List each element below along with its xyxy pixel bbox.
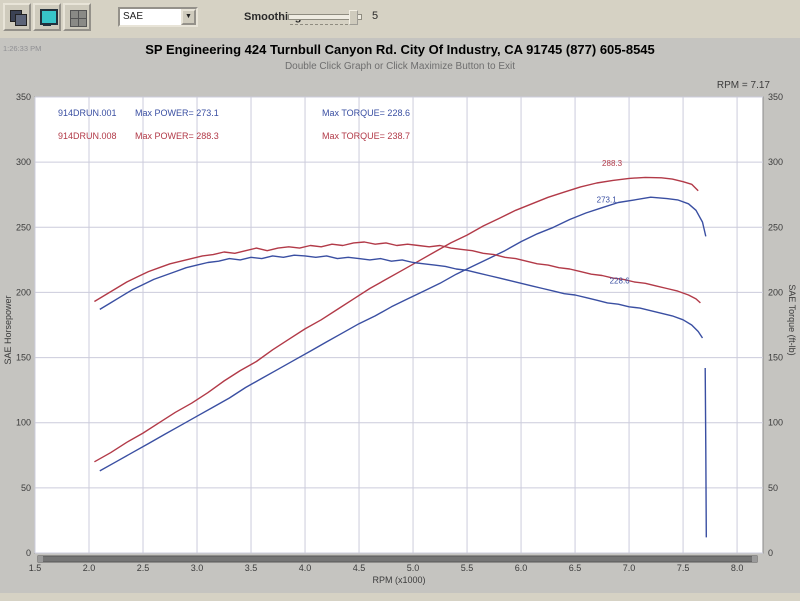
y-tick-label-right: 150 [768,353,783,363]
y-tick-label-left: 150 [16,353,31,363]
chevron-down-icon[interactable]: ▼ [181,9,196,25]
y-tick-label-right: 0 [768,548,773,558]
correction-factor-select[interactable]: SAE ▼ [118,7,198,27]
y-tick-label-right: 200 [768,287,783,297]
toolbar: SAE ▼ Smoothing 5 [0,0,800,39]
y-tick-label-right: 100 [768,418,783,428]
peak-value-label: 228.6 [610,276,631,285]
x-tick-label: 8.0 [731,563,744,573]
smoothing-label: Smoothing [244,11,302,23]
y-tick-label-right: 350 [768,92,783,102]
run-file-name: 914DRUN.008 [58,131,117,141]
max-power-value: Max POWER= 273.1 [135,108,219,118]
series-run-914DRUN-008-horsepower [94,176,699,463]
max-torque-value: Max TORQUE= 238.7 [322,131,410,141]
plot-area[interactable] [34,96,764,554]
peak-value-label: 273.1 [597,196,618,205]
run-file-name: 914DRUN.001 [58,108,117,118]
x-axis-title: RPM (x1000) [372,575,425,585]
header-timestamp: 1:26:33 PM [3,44,42,53]
max-power-value: Max POWER= 288.3 [135,131,219,141]
y-tick-label-right: 50 [768,483,778,493]
y-tick-label-right: 250 [768,222,783,232]
x-tick-label: 6.0 [515,563,528,573]
x-tick-label: 2.5 [137,563,150,573]
scrollbar-left-arrow[interactable] [38,556,43,562]
combo-selected-value: SAE [123,11,144,22]
page-title: SP Engineering 424 Turnbull Canyon Rd. C… [145,42,655,57]
x-tick-label: 7.5 [677,563,690,573]
series-run-914DRUN-001-rpm-drop-tail [704,367,707,538]
x-tick-label: 4.0 [299,563,312,573]
gridlines [34,96,763,554]
y-axis-title-left: SAE Horsepower [3,295,13,364]
y-tick-label-left: 350 [16,92,31,102]
chart-subtitle: Double Click Graph or Click Maximize But… [284,61,516,72]
y-tick-label-left: 0 [26,548,31,558]
x-tick-label: 5.5 [461,563,474,573]
y-tick-label-right: 300 [768,157,783,167]
y-tick-label-left: 50 [21,483,31,493]
x-tick-label: 4.5 [353,563,366,573]
smoothing-slider[interactable] [288,10,362,25]
y-tick-label-left: 250 [16,222,31,232]
series-run-914DRUN-001-torque [99,254,704,339]
scrollbar-right-arrow[interactable] [752,556,757,562]
x-tick-label: 1.5 [29,563,42,573]
grid-options-button[interactable] [63,3,91,31]
monitor-icon [43,23,51,26]
series-run-914DRUN-008-torque [94,241,701,304]
copy-icon [15,14,27,26]
smoothing-value: 5 [372,10,379,22]
max-torque-value: Max TORQUE= 228.6 [322,108,410,118]
slider-thumb[interactable] [349,10,358,25]
chart-scrollbar[interactable] [37,555,758,563]
series-run-914DRUN-001-horsepower [99,196,707,472]
copy-graph-button[interactable] [3,3,31,31]
peak-value-label: 288.3 [602,159,623,168]
rpm-cursor-readout: RPM = 7.17 [716,80,770,91]
slider-track[interactable] [288,14,362,20]
x-tick-label: 3.5 [245,563,258,573]
y-axis-title-right: SAE Torque (ft-lb) [787,284,797,355]
x-tick-label: 5.0 [407,563,420,573]
slider-ticks [290,21,358,25]
screen-view-button[interactable] [33,3,61,31]
y-tick-label-left: 300 [16,157,31,167]
y-tick-label-left: 100 [16,418,31,428]
x-tick-label: 7.0 [623,563,636,573]
y-tick-label-left: 200 [16,287,31,297]
x-tick-label: 2.0 [83,563,96,573]
grid-icon [78,18,87,27]
x-tick-label: 6.5 [569,563,582,573]
x-tick-label: 3.0 [191,563,204,573]
